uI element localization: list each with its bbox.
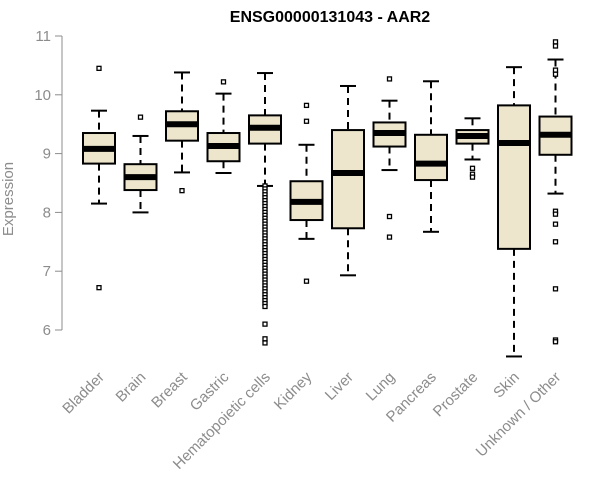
outlier-point bbox=[552, 67, 559, 73]
iqr-box bbox=[414, 133, 448, 182]
y-axis-label: Expression bbox=[0, 162, 17, 236]
outlier-point bbox=[552, 211, 559, 217]
box-8 bbox=[414, 80, 448, 233]
outlier-point bbox=[262, 336, 268, 342]
outlier-point bbox=[96, 65, 102, 71]
outlier-point bbox=[386, 213, 393, 220]
x-tick-label: Lung bbox=[363, 369, 399, 405]
y-tick-label: 6 bbox=[43, 322, 51, 339]
outlier-point bbox=[552, 43, 559, 49]
outlier-point bbox=[386, 234, 393, 240]
x-tick-label: Brain bbox=[113, 369, 150, 406]
chart-title: ENSG00000131043 - AAR2 bbox=[230, 9, 431, 26]
x-tick-label: Kidney bbox=[271, 368, 316, 413]
iqr-box bbox=[331, 129, 365, 230]
outlier-point bbox=[552, 71, 559, 77]
outlier-point bbox=[552, 39, 559, 45]
box-9 bbox=[455, 117, 490, 180]
outlier-point bbox=[469, 165, 476, 171]
outlier-point bbox=[303, 118, 310, 124]
outlier-point bbox=[96, 285, 102, 291]
y-tick-label: 9 bbox=[43, 146, 51, 163]
y-tick-label: 10 bbox=[34, 87, 51, 104]
outlier-point bbox=[552, 286, 559, 292]
box-1 bbox=[123, 114, 158, 214]
outlier-point bbox=[262, 340, 268, 346]
box-5 bbox=[289, 102, 324, 284]
outlier-point bbox=[262, 321, 268, 327]
outlier-point bbox=[220, 79, 227, 85]
y-tick-label: 7 bbox=[43, 263, 51, 280]
outlier-point bbox=[552, 239, 559, 245]
outlier-point bbox=[137, 114, 144, 120]
outlier-point bbox=[469, 174, 476, 180]
outlier-point bbox=[386, 76, 393, 82]
outlier-point bbox=[303, 102, 310, 109]
y-tick-label: 11 bbox=[35, 28, 51, 45]
box-7 bbox=[372, 76, 407, 240]
x-tick-label: Prostate bbox=[430, 369, 482, 421]
box-3 bbox=[206, 79, 241, 175]
x-tick-label: Bladder bbox=[59, 369, 108, 418]
box-4 bbox=[248, 72, 282, 346]
outlier-point bbox=[262, 303, 268, 310]
box-2 bbox=[165, 71, 199, 194]
outlier-point bbox=[552, 339, 559, 345]
outlier-point bbox=[303, 278, 310, 284]
y-axis-ticks: 6 7 8 9 10 11 bbox=[34, 28, 62, 339]
outlier-point bbox=[179, 187, 185, 194]
x-tick-label: Liver bbox=[322, 369, 357, 404]
box-10 bbox=[497, 66, 531, 358]
boxes-group bbox=[82, 39, 573, 358]
box-6 bbox=[331, 84, 365, 277]
box-0 bbox=[82, 65, 116, 291]
x-tick-label: Skin bbox=[490, 369, 523, 402]
box-11 bbox=[538, 39, 573, 345]
outlier-point bbox=[552, 221, 559, 227]
x-tick-label: Breast bbox=[148, 368, 191, 411]
y-tick-label: 8 bbox=[43, 204, 51, 221]
iqr-box bbox=[497, 104, 531, 250]
